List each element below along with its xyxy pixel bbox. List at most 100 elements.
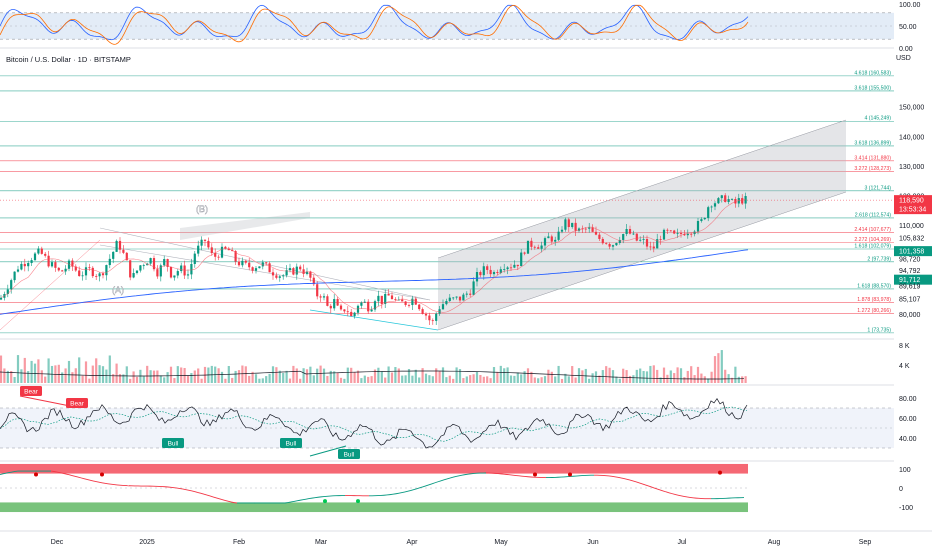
price-axis-badge — [894, 246, 932, 257]
volume-bar — [6, 370, 9, 383]
candle-body — [37, 248, 40, 254]
candle-body — [526, 240, 530, 254]
volume-bar — [333, 371, 336, 383]
volume-bar — [0, 355, 3, 383]
volume-bar — [135, 376, 139, 383]
osc-signal-dot — [568, 472, 572, 477]
candle-body — [302, 269, 305, 274]
candle-body — [271, 272, 275, 276]
candle-body — [516, 264, 519, 267]
volume-bar — [231, 377, 234, 383]
signal-badge — [280, 438, 302, 448]
volume-bar — [486, 376, 489, 383]
volume-bar — [373, 369, 377, 383]
volume-bar — [339, 377, 343, 383]
volume-bar — [642, 370, 645, 383]
candle-body — [275, 275, 278, 278]
wedge-bottom-line — [309, 309, 439, 331]
volume-bar — [95, 358, 98, 383]
candle-body — [744, 196, 747, 204]
volume-bar — [275, 367, 278, 383]
candle-body — [0, 297, 3, 300]
fib-level-label: 2.618 (112,574) — [855, 212, 892, 218]
candle-body — [475, 271, 479, 282]
volume-bar — [730, 377, 734, 383]
candle-body — [237, 261, 241, 266]
volume-bar — [132, 371, 135, 383]
volume-bar — [210, 365, 213, 383]
price-tick-label: 150,000 — [899, 105, 924, 112]
ascending-channel — [438, 120, 846, 330]
price-axis-badge — [894, 274, 932, 285]
osc-tick-label: 100 — [899, 467, 911, 474]
candle-body — [418, 304, 421, 310]
volume-bar — [605, 366, 608, 383]
volume-bar — [326, 375, 329, 383]
osc-line-segment — [305, 498, 310, 500]
candle-body — [210, 247, 213, 254]
volume-bar — [84, 361, 88, 383]
volume-bar — [394, 367, 397, 383]
candle-body — [676, 232, 679, 234]
candle-body — [710, 206, 713, 208]
candle-body — [217, 256, 220, 258]
volume-bar — [594, 371, 598, 383]
volume-bar — [343, 378, 346, 383]
candle-body — [193, 253, 196, 264]
candle-body — [54, 262, 57, 268]
volume-bar — [686, 370, 689, 383]
volume-bar — [632, 375, 635, 383]
candle-body — [108, 258, 111, 266]
volume-bar — [78, 357, 81, 383]
price-tick-label: 140,000 — [899, 134, 924, 141]
candle-body — [115, 240, 118, 252]
candle-body — [47, 255, 50, 267]
volume-bar — [44, 376, 47, 383]
candle-body — [373, 301, 377, 310]
volume-bar — [526, 368, 530, 383]
candle-body — [469, 293, 472, 295]
osc-line-segment — [179, 488, 184, 490]
candle-body — [23, 263, 26, 267]
candle-body — [686, 233, 689, 236]
volume-bar — [98, 365, 101, 383]
candle-body — [645, 239, 649, 247]
osc-line-segment — [92, 480, 97, 482]
volume-bar — [312, 375, 315, 383]
time-tick-label: Jul — [678, 539, 687, 546]
volume-bar — [645, 371, 649, 383]
candle-body — [584, 228, 587, 230]
volume-bar — [302, 368, 305, 383]
candle-body — [91, 267, 94, 277]
currency-label[interactable]: USD — [896, 55, 911, 62]
osc-line-segment — [656, 488, 661, 491]
candle-body — [33, 253, 37, 261]
osc-line-segment — [422, 485, 427, 488]
volume-bar — [724, 369, 727, 383]
volume-bar — [88, 378, 91, 383]
candle-body — [438, 309, 441, 314]
candle-body — [513, 264, 516, 268]
time-tick-label: Apr — [407, 539, 419, 546]
candle-body — [370, 309, 373, 312]
osc-line-segment — [209, 495, 214, 498]
candle-body — [649, 246, 652, 248]
osc-line-segment — [56, 471, 61, 474]
candle-body — [125, 252, 128, 261]
osc-line-segment — [668, 492, 673, 495]
volume-bar — [57, 364, 60, 383]
candle-body — [13, 271, 16, 281]
osc-line-segment — [89, 479, 94, 482]
volume-bar — [115, 363, 118, 383]
volume-bar — [118, 374, 122, 383]
candle-body — [618, 239, 621, 243]
candle-body — [380, 295, 383, 304]
candle-body — [635, 233, 638, 241]
osc-line-segment — [188, 489, 193, 492]
osc-line-segment — [437, 480, 442, 483]
volume-bar — [679, 368, 683, 383]
osc-line-segment — [5, 472, 10, 474]
signal-label: Bull — [168, 441, 179, 448]
candle-body — [176, 271, 179, 276]
